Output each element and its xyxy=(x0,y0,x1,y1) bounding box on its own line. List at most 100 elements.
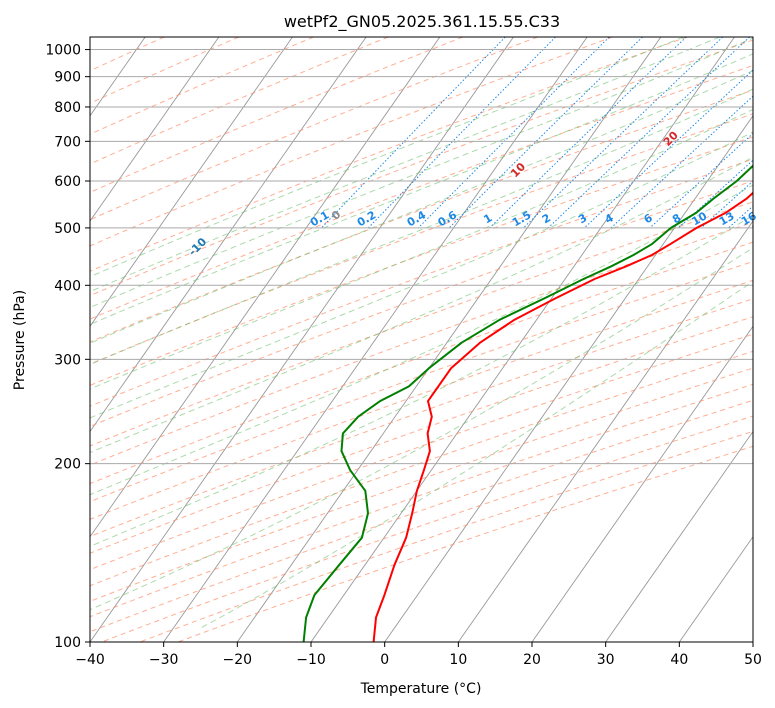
dry-adiabat-label: 0 xyxy=(329,208,344,223)
mixing-ratio-line xyxy=(417,37,610,229)
mixing-ratio-label: 1.5 xyxy=(510,208,533,229)
moist-adiabat-line xyxy=(90,53,753,325)
isotherm-line xyxy=(0,37,72,642)
mixing-ratio-line xyxy=(750,225,753,229)
mixing-ratio-label: 3 xyxy=(576,211,589,226)
x-tick-label: 0 xyxy=(380,652,389,668)
y-tick-label: 300 xyxy=(54,352,81,368)
dry-adiabat-line xyxy=(90,279,753,520)
background-lines xyxy=(0,37,753,642)
temperature-line xyxy=(372,191,753,642)
dry-adiabat-line xyxy=(139,430,753,642)
isotherm-line xyxy=(163,37,588,642)
dry-adiabat-line xyxy=(90,113,753,365)
x-axis-label: Temperature (°C) xyxy=(360,681,482,697)
dry-adiabat-label: -10 xyxy=(186,235,209,258)
mixing-ratio-line xyxy=(448,37,643,229)
dry-adiabat-line xyxy=(90,201,753,447)
chart-title: wetPf2_GN05.2025.361.15.55.C33 xyxy=(284,12,560,32)
dry-adiabat-line xyxy=(90,37,314,135)
dry-adiabat-line xyxy=(90,221,753,466)
dry-adiabat-line xyxy=(90,39,753,297)
y-tick-label: 500 xyxy=(54,221,81,237)
moist-adiabat-line xyxy=(90,37,753,308)
dry-adiabat-line xyxy=(90,298,753,538)
moist-adiabat-line xyxy=(90,37,684,278)
dry-adiabat-line xyxy=(90,367,753,602)
dry-adiabat-line xyxy=(90,333,753,571)
moist-adiabat-line xyxy=(90,214,753,547)
mixing-ratio-label: 4 xyxy=(603,211,616,226)
mixing-ratio-line xyxy=(489,37,687,229)
profile-series xyxy=(302,164,753,642)
y-tick-label: 700 xyxy=(54,134,81,150)
moist-adiabat-line xyxy=(90,88,753,366)
mixing-ratio-label: 16 xyxy=(739,209,759,228)
plot-frame xyxy=(89,36,754,643)
dry-adiabat-line xyxy=(90,37,464,193)
mixing-ratio-label: 1 xyxy=(481,211,494,226)
isotherm-line xyxy=(752,641,753,642)
y-axis-label: Pressure (hPa) xyxy=(12,290,28,390)
mixing-ratio-label: 6 xyxy=(642,211,655,226)
isotherm-line xyxy=(90,37,441,538)
dry-adiabat-line xyxy=(90,260,753,503)
isotherm-line xyxy=(605,430,753,642)
dry-adiabat-line xyxy=(90,89,753,343)
y-tick-label: 200 xyxy=(54,457,81,473)
y-tick-label: 900 xyxy=(54,70,81,86)
dry-adiabat-line xyxy=(90,37,538,221)
x-tick-label: −20 xyxy=(223,652,253,668)
dry-adiabat-line xyxy=(90,350,753,587)
isotherm-line xyxy=(457,220,753,642)
dry-adiabat-line xyxy=(90,180,753,427)
dry-adiabat-line xyxy=(90,136,753,386)
moist-adiabat-line xyxy=(90,131,753,419)
isotherm-line xyxy=(531,325,753,642)
mixing-ratio-label: 0.4 xyxy=(405,208,429,229)
mixing-ratio-line xyxy=(610,95,753,229)
dry-adiabat-line xyxy=(90,383,753,618)
x-tick-label: 30 xyxy=(597,652,615,668)
y-tick-label: 400 xyxy=(54,278,81,294)
x-tick-label: 20 xyxy=(523,652,541,668)
moist-adiabat-line xyxy=(90,184,753,496)
mixing-ratio-line xyxy=(547,37,750,229)
mixing-ratio-line xyxy=(523,37,724,229)
dry-adiabat-line xyxy=(90,64,753,320)
moist-adiabat-line xyxy=(90,156,753,454)
isotherm-line xyxy=(236,37,662,642)
moist-adiabat-line xyxy=(90,247,753,611)
x-tick-label: −30 xyxy=(149,652,179,668)
y-tick-label: 800 xyxy=(54,100,81,116)
dry-adiabat-line xyxy=(90,37,389,165)
isotherm-line xyxy=(678,535,753,642)
isotherm-line xyxy=(310,37,735,642)
dry-adiabat-line xyxy=(90,399,753,633)
mixing-ratio-label: 2 xyxy=(540,211,553,226)
dry-adiabat-line xyxy=(90,241,753,485)
moist-adiabat-line xyxy=(90,37,720,293)
x-tick-label: 50 xyxy=(744,652,762,668)
isotherm-line xyxy=(90,37,367,433)
mixing-ratio-label: 0.2 xyxy=(355,208,378,229)
mixing-ratio-line xyxy=(584,69,753,229)
moist-adiabat-line xyxy=(90,108,753,390)
mixing-ratio-label: 10 xyxy=(689,209,709,228)
isotherm-line xyxy=(90,37,514,642)
mixing-ratio-line xyxy=(700,180,753,229)
y-axis: 1000 900 800 700 600 500 400 300 200 100 xyxy=(45,43,90,651)
isotherm-line xyxy=(90,37,220,222)
pressure-gridlines xyxy=(90,49,753,642)
dry-adiabat-line xyxy=(90,316,753,554)
dry-adiabat-label: 20 xyxy=(661,129,681,149)
y-tick-label: 1000 xyxy=(45,43,81,59)
x-tick-label: 10 xyxy=(449,652,467,668)
x-tick-label: −40 xyxy=(75,652,105,668)
mixing-ratio-label: 13 xyxy=(717,209,737,228)
isotherm-line xyxy=(384,115,753,642)
x-tick-label: 40 xyxy=(670,652,688,668)
moist-adiabat-line xyxy=(90,70,753,344)
